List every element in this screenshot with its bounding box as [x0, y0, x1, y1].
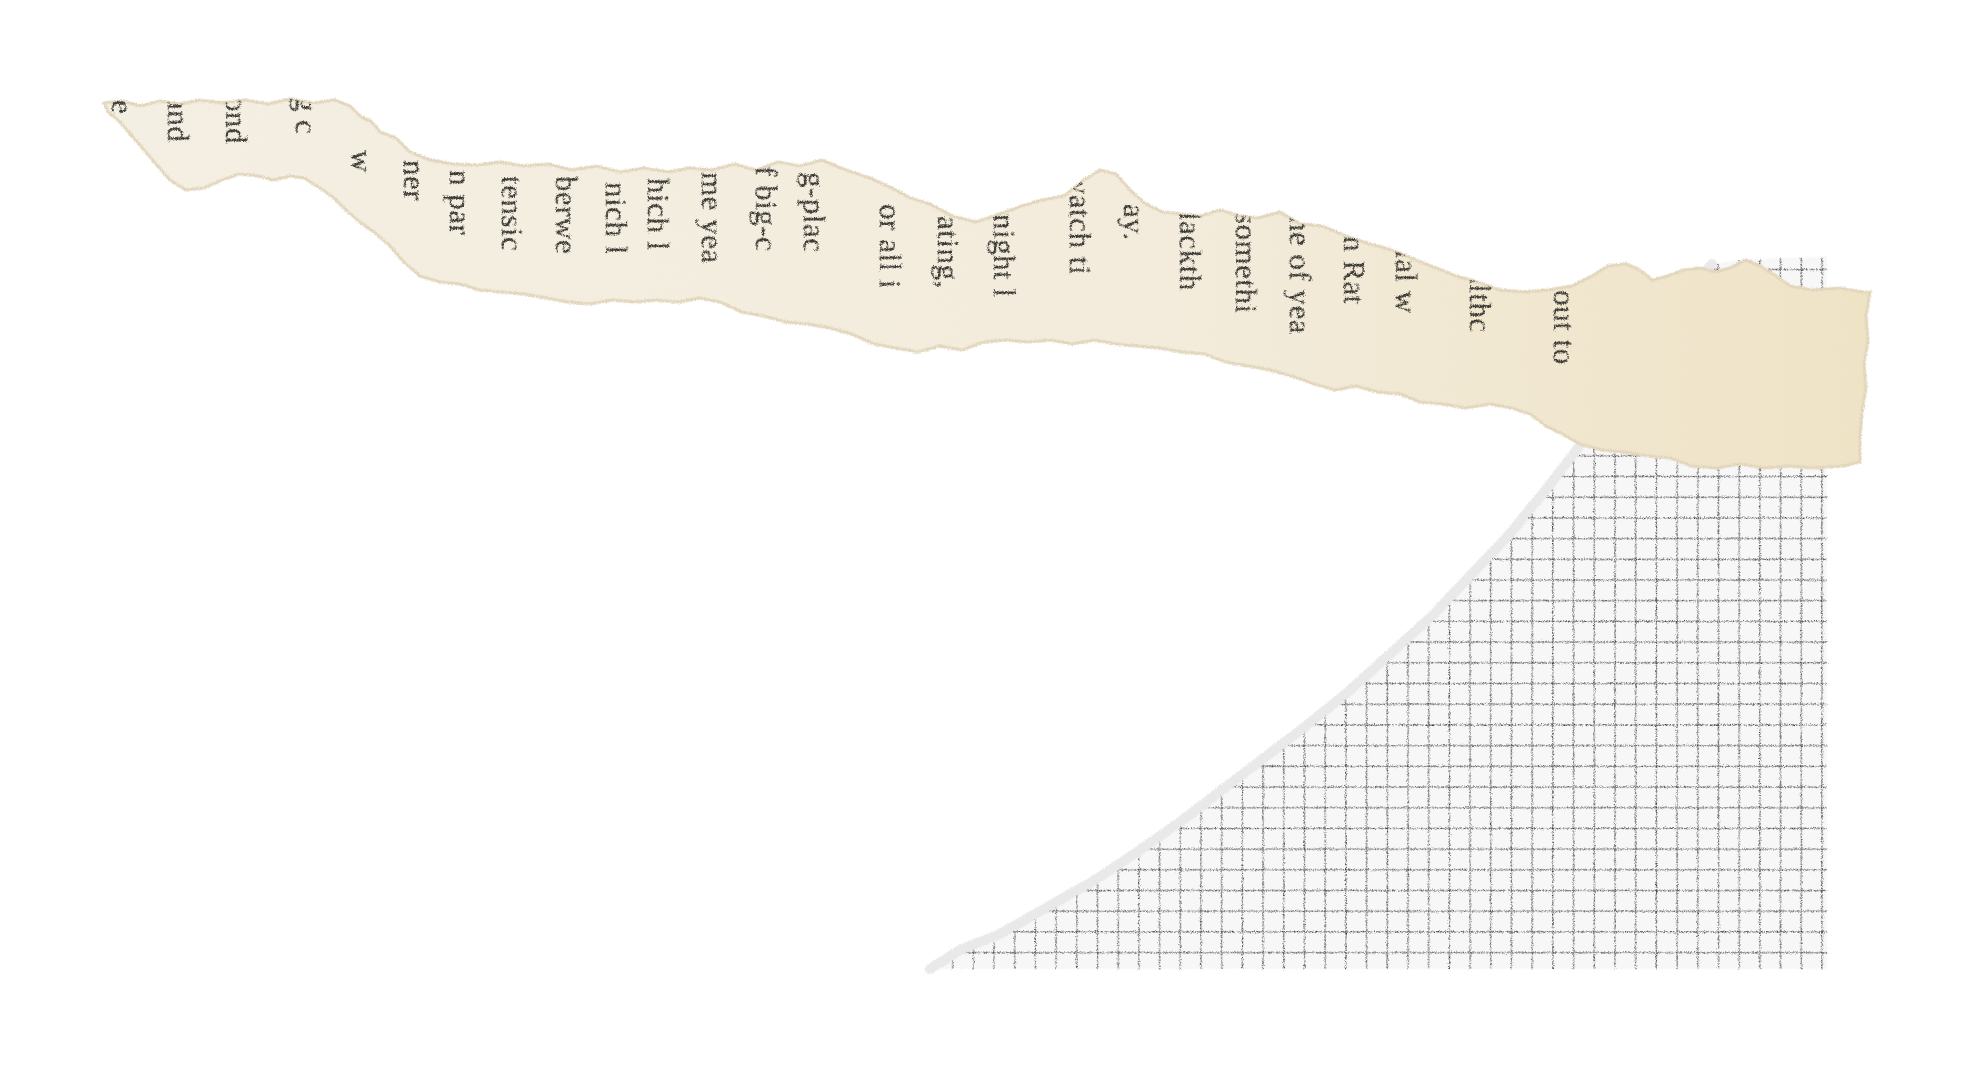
newspaper-text-fragment: ne of yea — [1283, 216, 1318, 334]
newspaper-text-fragment: somethi — [1229, 212, 1264, 314]
newspaper-text-fragment: ating, — [931, 216, 966, 289]
newspaper-text-fragment: d out to — [1547, 266, 1582, 365]
newspaper-text-fragment: lackth — [1173, 212, 1208, 291]
newspaper-text-fragment: berwe — [549, 176, 584, 254]
newspaper-text-fragment: tensic — [495, 176, 530, 251]
newspaper-text-fragment: f big-c — [749, 166, 784, 251]
newspaper-text-block: e and ond g cw ner n par tensic berwe nich l hich… — [105, 96, 1582, 365]
newspaper-text-fragment: ner — [397, 160, 432, 201]
newspaper-text-fragment: me yea — [695, 172, 730, 264]
newspaper-text-fragment: ond — [219, 96, 254, 144]
newspaper-text-fragment: althc — [1463, 270, 1498, 333]
newspaper-text-fragment: ay. — [1117, 204, 1152, 241]
newspaper-text-fragment: and — [161, 96, 196, 142]
newspaper-text-fragment: n par — [443, 170, 478, 236]
torn-newspaper-strip: e and ond g cw ner n par tensic berwe nich l hich… — [101, 96, 1872, 470]
newspaper-text-fragment: nich l — [599, 182, 634, 255]
newspaper-text-fragment: or all i — [873, 204, 908, 289]
newspaper-text-fragment: n Rat — [1337, 236, 1372, 305]
newspaper-text-fragment: watch ti — [1063, 172, 1098, 275]
newspaper-text-fragment: g-plac — [797, 172, 832, 252]
newspaper-text-fragment: hich l — [641, 178, 676, 251]
newspaper-text-fragment: w — [345, 150, 380, 173]
newspaper-text-fragment: night l — [987, 214, 1022, 298]
newspaper-text-fragment: g c — [289, 96, 324, 135]
